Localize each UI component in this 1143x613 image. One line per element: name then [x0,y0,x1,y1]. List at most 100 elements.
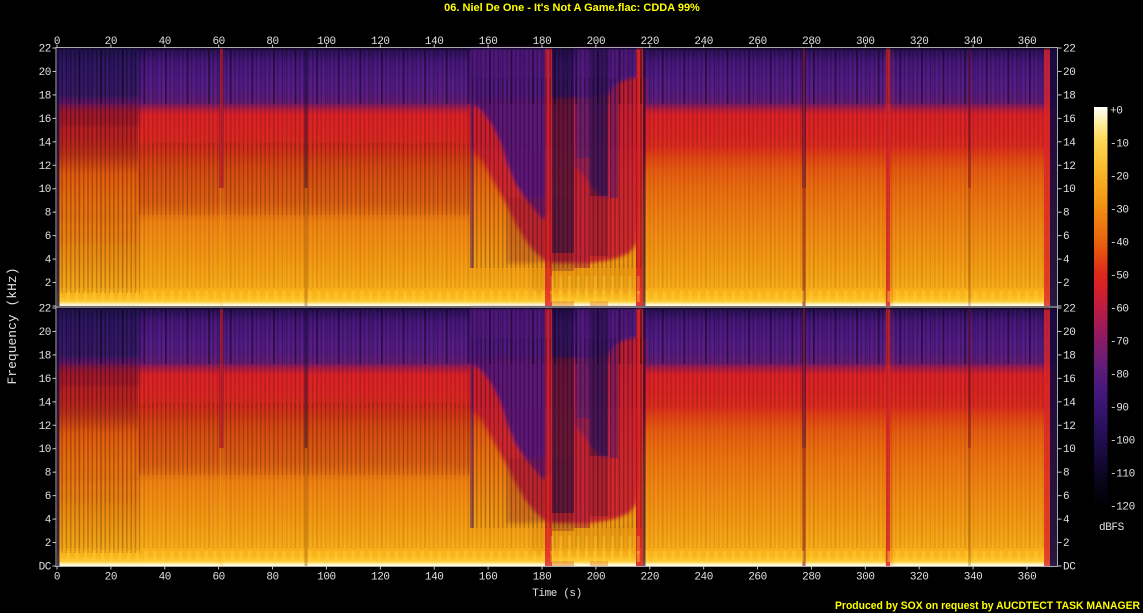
svg-text:22: 22 [39,44,51,56]
svg-text:16: 16 [39,114,51,126]
svg-text:20: 20 [1063,327,1075,339]
svg-text:260: 260 [748,36,767,48]
svg-text:14: 14 [39,397,52,409]
svg-text:2: 2 [1063,538,1069,550]
svg-text:20: 20 [39,327,51,339]
svg-text:2: 2 [45,538,51,550]
svg-text:10: 10 [39,444,51,456]
svg-text:Time (s): Time (s) [532,588,582,600]
svg-text:180: 180 [533,36,552,48]
svg-text:360: 360 [1018,572,1037,584]
svg-text:6: 6 [1063,231,1069,243]
svg-text:4: 4 [45,515,52,527]
svg-text:140: 140 [425,36,444,48]
svg-text:6: 6 [45,491,51,503]
svg-text:14: 14 [1063,137,1076,149]
svg-text:80: 80 [266,36,278,48]
svg-text:-80: -80 [1110,370,1129,382]
svg-text:-120: -120 [1110,502,1135,514]
svg-text:+0: +0 [1110,106,1122,118]
svg-text:6: 6 [45,231,51,243]
svg-text:-40: -40 [1110,238,1129,250]
svg-text:-70: -70 [1110,337,1129,349]
svg-text:18: 18 [39,350,51,362]
svg-text:-110: -110 [1110,469,1135,481]
svg-text:20: 20 [39,67,51,79]
svg-text:-100: -100 [1110,436,1135,448]
svg-text:300: 300 [856,572,875,584]
svg-text:06. Niel De One - It's Not A G: 06. Niel De One - It's Not A Game.flac: … [444,2,700,14]
svg-text:20: 20 [1063,67,1075,79]
svg-text:-90: -90 [1110,403,1129,415]
svg-text:260: 260 [748,572,767,584]
svg-text:100: 100 [317,572,336,584]
svg-text:14: 14 [39,137,52,149]
svg-text:8: 8 [1063,208,1069,220]
svg-text:240: 240 [694,36,713,48]
svg-text:Produced by SOX on request by: Produced by SOX on request by AUCDTECT T… [835,600,1140,612]
svg-text:300: 300 [856,36,875,48]
svg-text:4: 4 [1063,255,1070,267]
svg-text:DC: DC [39,561,52,573]
svg-text:200: 200 [587,572,606,584]
svg-text:12: 12 [1063,161,1075,173]
svg-text:8: 8 [45,468,51,480]
svg-text:40: 40 [159,572,171,584]
svg-text:200: 200 [587,36,606,48]
svg-text:360: 360 [1018,36,1037,48]
svg-text:16: 16 [1063,374,1075,386]
svg-text:4: 4 [1063,515,1070,527]
svg-text:10: 10 [1063,184,1075,196]
svg-text:220: 220 [640,572,659,584]
svg-text:14: 14 [1063,397,1076,409]
svg-text:340: 340 [964,36,983,48]
svg-text:22: 22 [1063,304,1075,316]
svg-text:40: 40 [159,36,171,48]
svg-text:60: 60 [212,36,224,48]
svg-text:160: 160 [479,572,498,584]
svg-text:320: 320 [910,572,929,584]
svg-text:20: 20 [105,36,117,48]
svg-text:18: 18 [1063,90,1075,102]
svg-text:12: 12 [1063,421,1075,433]
svg-text:120: 120 [371,572,390,584]
svg-text:120: 120 [371,36,390,48]
svg-text:12: 12 [39,161,51,173]
svg-text:18: 18 [39,90,51,102]
svg-text:20: 20 [105,572,117,584]
svg-text:6: 6 [1063,491,1069,503]
svg-text:16: 16 [1063,114,1075,126]
svg-text:10: 10 [39,184,51,196]
svg-text:-20: -20 [1110,172,1129,184]
svg-text:10: 10 [1063,444,1075,456]
svg-text:2: 2 [1063,278,1069,290]
svg-text:60: 60 [212,572,224,584]
svg-text:8: 8 [1063,468,1069,480]
svg-text:180: 180 [533,572,552,584]
svg-text:80: 80 [266,572,278,584]
svg-text:18: 18 [1063,350,1075,362]
svg-text:12: 12 [39,421,51,433]
svg-text:dBFS: dBFS [1099,522,1125,534]
svg-text:22: 22 [1063,44,1075,56]
svg-text:8: 8 [45,208,51,220]
svg-text:100: 100 [317,36,336,48]
svg-text:4: 4 [45,255,52,267]
svg-text:280: 280 [802,572,821,584]
svg-text:280: 280 [802,36,821,48]
svg-text:22: 22 [39,304,51,316]
svg-text:160: 160 [479,36,498,48]
svg-text:340: 340 [964,572,983,584]
svg-text:220: 220 [640,36,659,48]
svg-text:2: 2 [45,278,51,290]
svg-text:16: 16 [39,374,51,386]
svg-text:-60: -60 [1110,304,1129,316]
svg-text:-50: -50 [1110,271,1129,283]
svg-text:-10: -10 [1110,139,1129,151]
svg-text:0: 0 [54,572,60,584]
svg-text:140: 140 [425,572,444,584]
svg-text:Frequency (kHz): Frequency (kHz) [5,267,20,384]
svg-text:240: 240 [694,572,713,584]
svg-text:-30: -30 [1110,205,1129,217]
svg-text:0: 0 [54,36,60,48]
